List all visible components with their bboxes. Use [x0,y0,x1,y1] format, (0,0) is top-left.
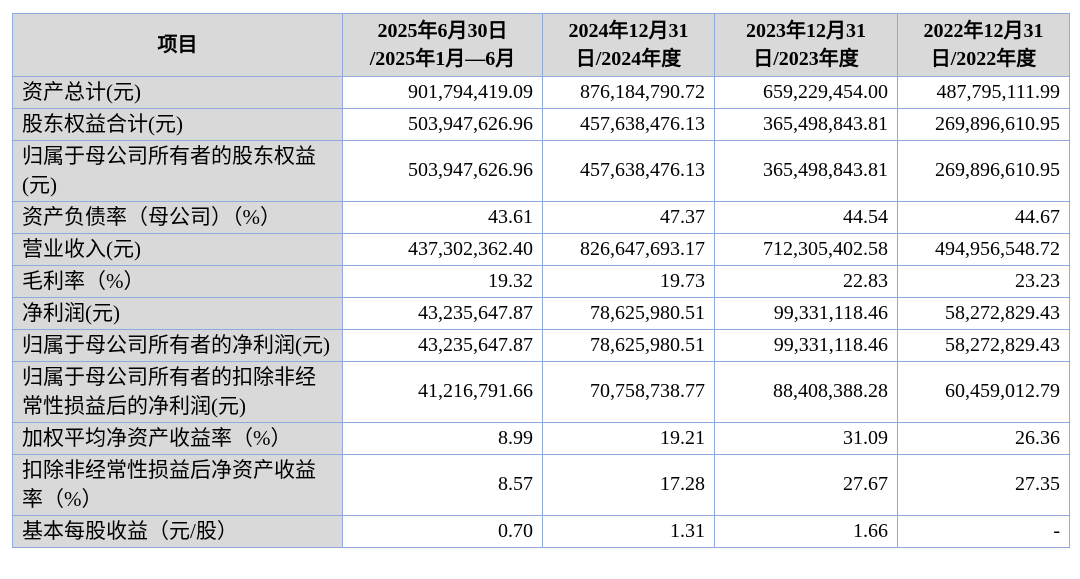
table-row: 扣除非经常性损益后净资产收益率（%） 8.57 17.28 27.67 27.3… [12,453,1070,516]
row-value: 58,272,829.43 [897,296,1070,330]
row-value: 437,302,362.40 [342,232,543,266]
header-cell-period-2023: 2023年12月31 日/2023年度 [714,13,898,77]
row-value: 78,625,980.51 [542,296,715,330]
row-value: 88,408,388.28 [714,360,898,423]
table-row: 资产负债率（母公司）（%） 43.61 47.37 44.54 44.67 [12,200,1070,234]
row-value: 19.21 [542,421,715,455]
header-cell-item: 项目 [12,13,343,77]
row-value: 269,896,610.95 [897,107,1070,141]
financial-summary-table: 项目 2025年6月30日 /2025年1月—6月 2024年12月31 日/2… [12,13,1070,548]
row-value: 365,498,843.81 [714,107,898,141]
table-row: 加权平均净资产收益率（%） 8.99 19.21 31.09 26.36 [12,421,1070,455]
row-value: 27.67 [714,453,898,516]
table-row: 归属于母公司所有者的股东权益(元) 503,947,626.96 457,638… [12,139,1070,202]
row-value: 26.36 [897,421,1070,455]
row-label: 资产负债率（母公司）（%） [12,200,343,234]
row-value: 58,272,829.43 [897,328,1070,362]
row-label: 毛利率（%） [12,264,343,298]
table-row: 基本每股收益（元/股） 0.70 1.31 1.66 - [12,514,1070,548]
row-value: 78,625,980.51 [542,328,715,362]
row-label: 股东权益合计(元) [12,107,343,141]
row-value: 8.99 [342,421,543,455]
row-label: 归属于母公司所有者的股东权益(元) [12,139,343,202]
row-value: 43.61 [342,200,543,234]
row-value: 712,305,402.58 [714,232,898,266]
table-body: 资产总计(元) 901,794,419.09 876,184,790.72 65… [12,76,1070,548]
row-label: 归属于母公司所有者的净利润(元) [12,328,343,362]
header-cell-period-2024: 2024年12月31 日/2024年度 [542,13,715,77]
row-value: 99,331,118.46 [714,296,898,330]
table-row: 营业收入(元) 437,302,362.40 826,647,693.17 71… [12,232,1070,266]
row-value: 99,331,118.46 [714,328,898,362]
row-value: 1.66 [714,514,898,548]
row-value: 27.35 [897,453,1070,516]
header-row: 项目 2025年6月30日 /2025年1月—6月 2024年12月31 日/2… [12,13,1070,77]
table-row: 净利润(元) 43,235,647.87 78,625,980.51 99,33… [12,296,1070,330]
row-value: 31.09 [714,421,898,455]
row-value: 8.57 [342,453,543,516]
row-value: 494,956,548.72 [897,232,1070,266]
row-value: 44.67 [897,200,1070,234]
row-label: 营业收入(元) [12,232,343,266]
row-value: 503,947,626.96 [342,139,543,202]
row-label: 归属于母公司所有者的扣除非经常性损益后的净利润(元) [12,360,343,423]
row-value: 41,216,791.66 [342,360,543,423]
table-row: 股东权益合计(元) 503,947,626.96 457,638,476.13 … [12,107,1070,141]
row-label: 资产总计(元) [12,76,343,109]
row-value: 365,498,843.81 [714,139,898,202]
row-value: 826,647,693.17 [542,232,715,266]
header-cell-period-2022: 2022年12月31 日/2022年度 [897,13,1070,77]
row-value: 44.54 [714,200,898,234]
table-row: 毛利率（%） 19.32 19.73 22.83 23.23 [12,264,1070,298]
row-value: 269,896,610.95 [897,139,1070,202]
table-row: 资产总计(元) 901,794,419.09 876,184,790.72 65… [12,76,1070,109]
row-label: 加权平均净资产收益率（%） [12,421,343,455]
row-value: 43,235,647.87 [342,328,543,362]
row-value: 876,184,790.72 [542,76,715,109]
row-value: 43,235,647.87 [342,296,543,330]
row-value: 17.28 [542,453,715,516]
row-value: 19.32 [342,264,543,298]
row-value: 503,947,626.96 [342,107,543,141]
row-label: 基本每股收益（元/股） [12,514,343,548]
row-value: 457,638,476.13 [542,107,715,141]
row-value: 1.31 [542,514,715,548]
row-value: 457,638,476.13 [542,139,715,202]
row-value: 22.83 [714,264,898,298]
table-row: 归属于母公司所有者的扣除非经常性损益后的净利润(元) 41,216,791.66… [12,360,1070,423]
row-label: 净利润(元) [12,296,343,330]
row-label: 扣除非经常性损益后净资产收益率（%） [12,453,343,516]
row-value: 47.37 [542,200,715,234]
header-cell-period-2025: 2025年6月30日 /2025年1月—6月 [342,13,543,77]
row-value: 23.23 [897,264,1070,298]
row-value: - [897,514,1070,548]
row-value: 70,758,738.77 [542,360,715,423]
row-value: 0.70 [342,514,543,548]
row-value: 60,459,012.79 [897,360,1070,423]
row-value: 19.73 [542,264,715,298]
row-value: 487,795,111.99 [897,76,1070,109]
row-value: 901,794,419.09 [342,76,543,109]
row-value: 659,229,454.00 [714,76,898,109]
table-row: 归属于母公司所有者的净利润(元) 43,235,647.87 78,625,98… [12,328,1070,362]
